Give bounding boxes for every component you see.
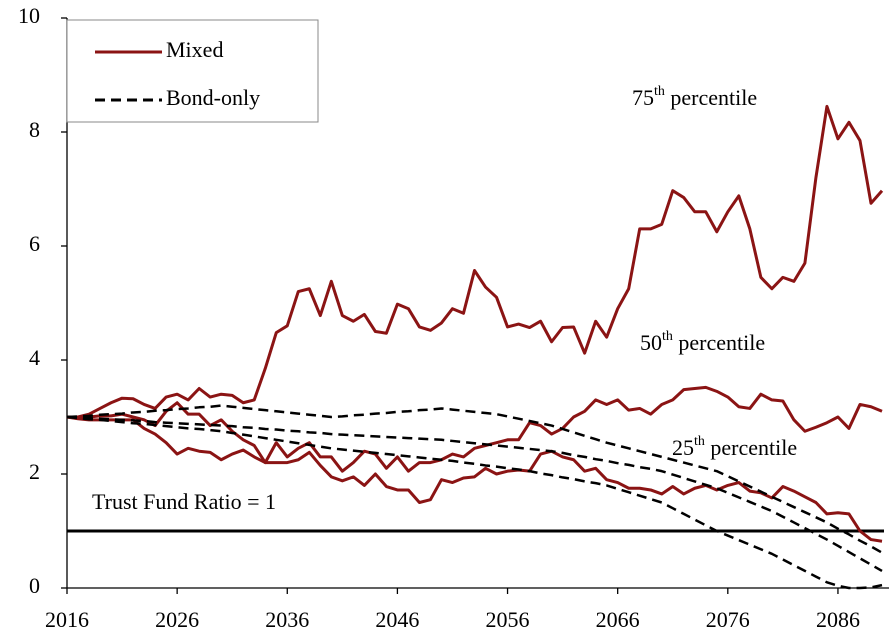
percentile-label: 25th percentile	[672, 434, 797, 460]
reference-label: Trust Fund Ratio = 1	[92, 489, 276, 514]
legend-box	[66, 19, 319, 123]
legend-label: Bond-only	[166, 85, 260, 110]
x-tick-label: 2046	[375, 607, 419, 632]
y-tick-label: 2	[29, 459, 40, 484]
series-line	[66, 415, 883, 572]
x-tick-label: 2086	[816, 607, 860, 632]
x-tick-label: 2036	[265, 607, 309, 632]
percentile-label: 75th percentile	[632, 84, 757, 110]
series-line	[67, 104, 884, 419]
y-tick-label: 10	[18, 3, 40, 28]
x-tick-label: 2066	[596, 607, 640, 632]
y-tick-label: 6	[29, 231, 40, 256]
x-tick-label: 2026	[155, 607, 199, 632]
series-line	[66, 415, 883, 543]
x-tick-label: 2016	[45, 607, 89, 632]
legend-label: Mixed	[166, 37, 223, 62]
series-line	[66, 404, 883, 554]
y-tick-label: 0	[29, 573, 40, 598]
x-tick-label: 2056	[486, 607, 530, 632]
series-line	[66, 385, 883, 473]
percentile-label: 50th percentile	[640, 329, 765, 355]
x-tick-label: 2076	[706, 607, 750, 632]
y-tick-label: 4	[29, 345, 40, 370]
series-line	[66, 415, 883, 590]
y-tick-label: 8	[29, 117, 40, 142]
